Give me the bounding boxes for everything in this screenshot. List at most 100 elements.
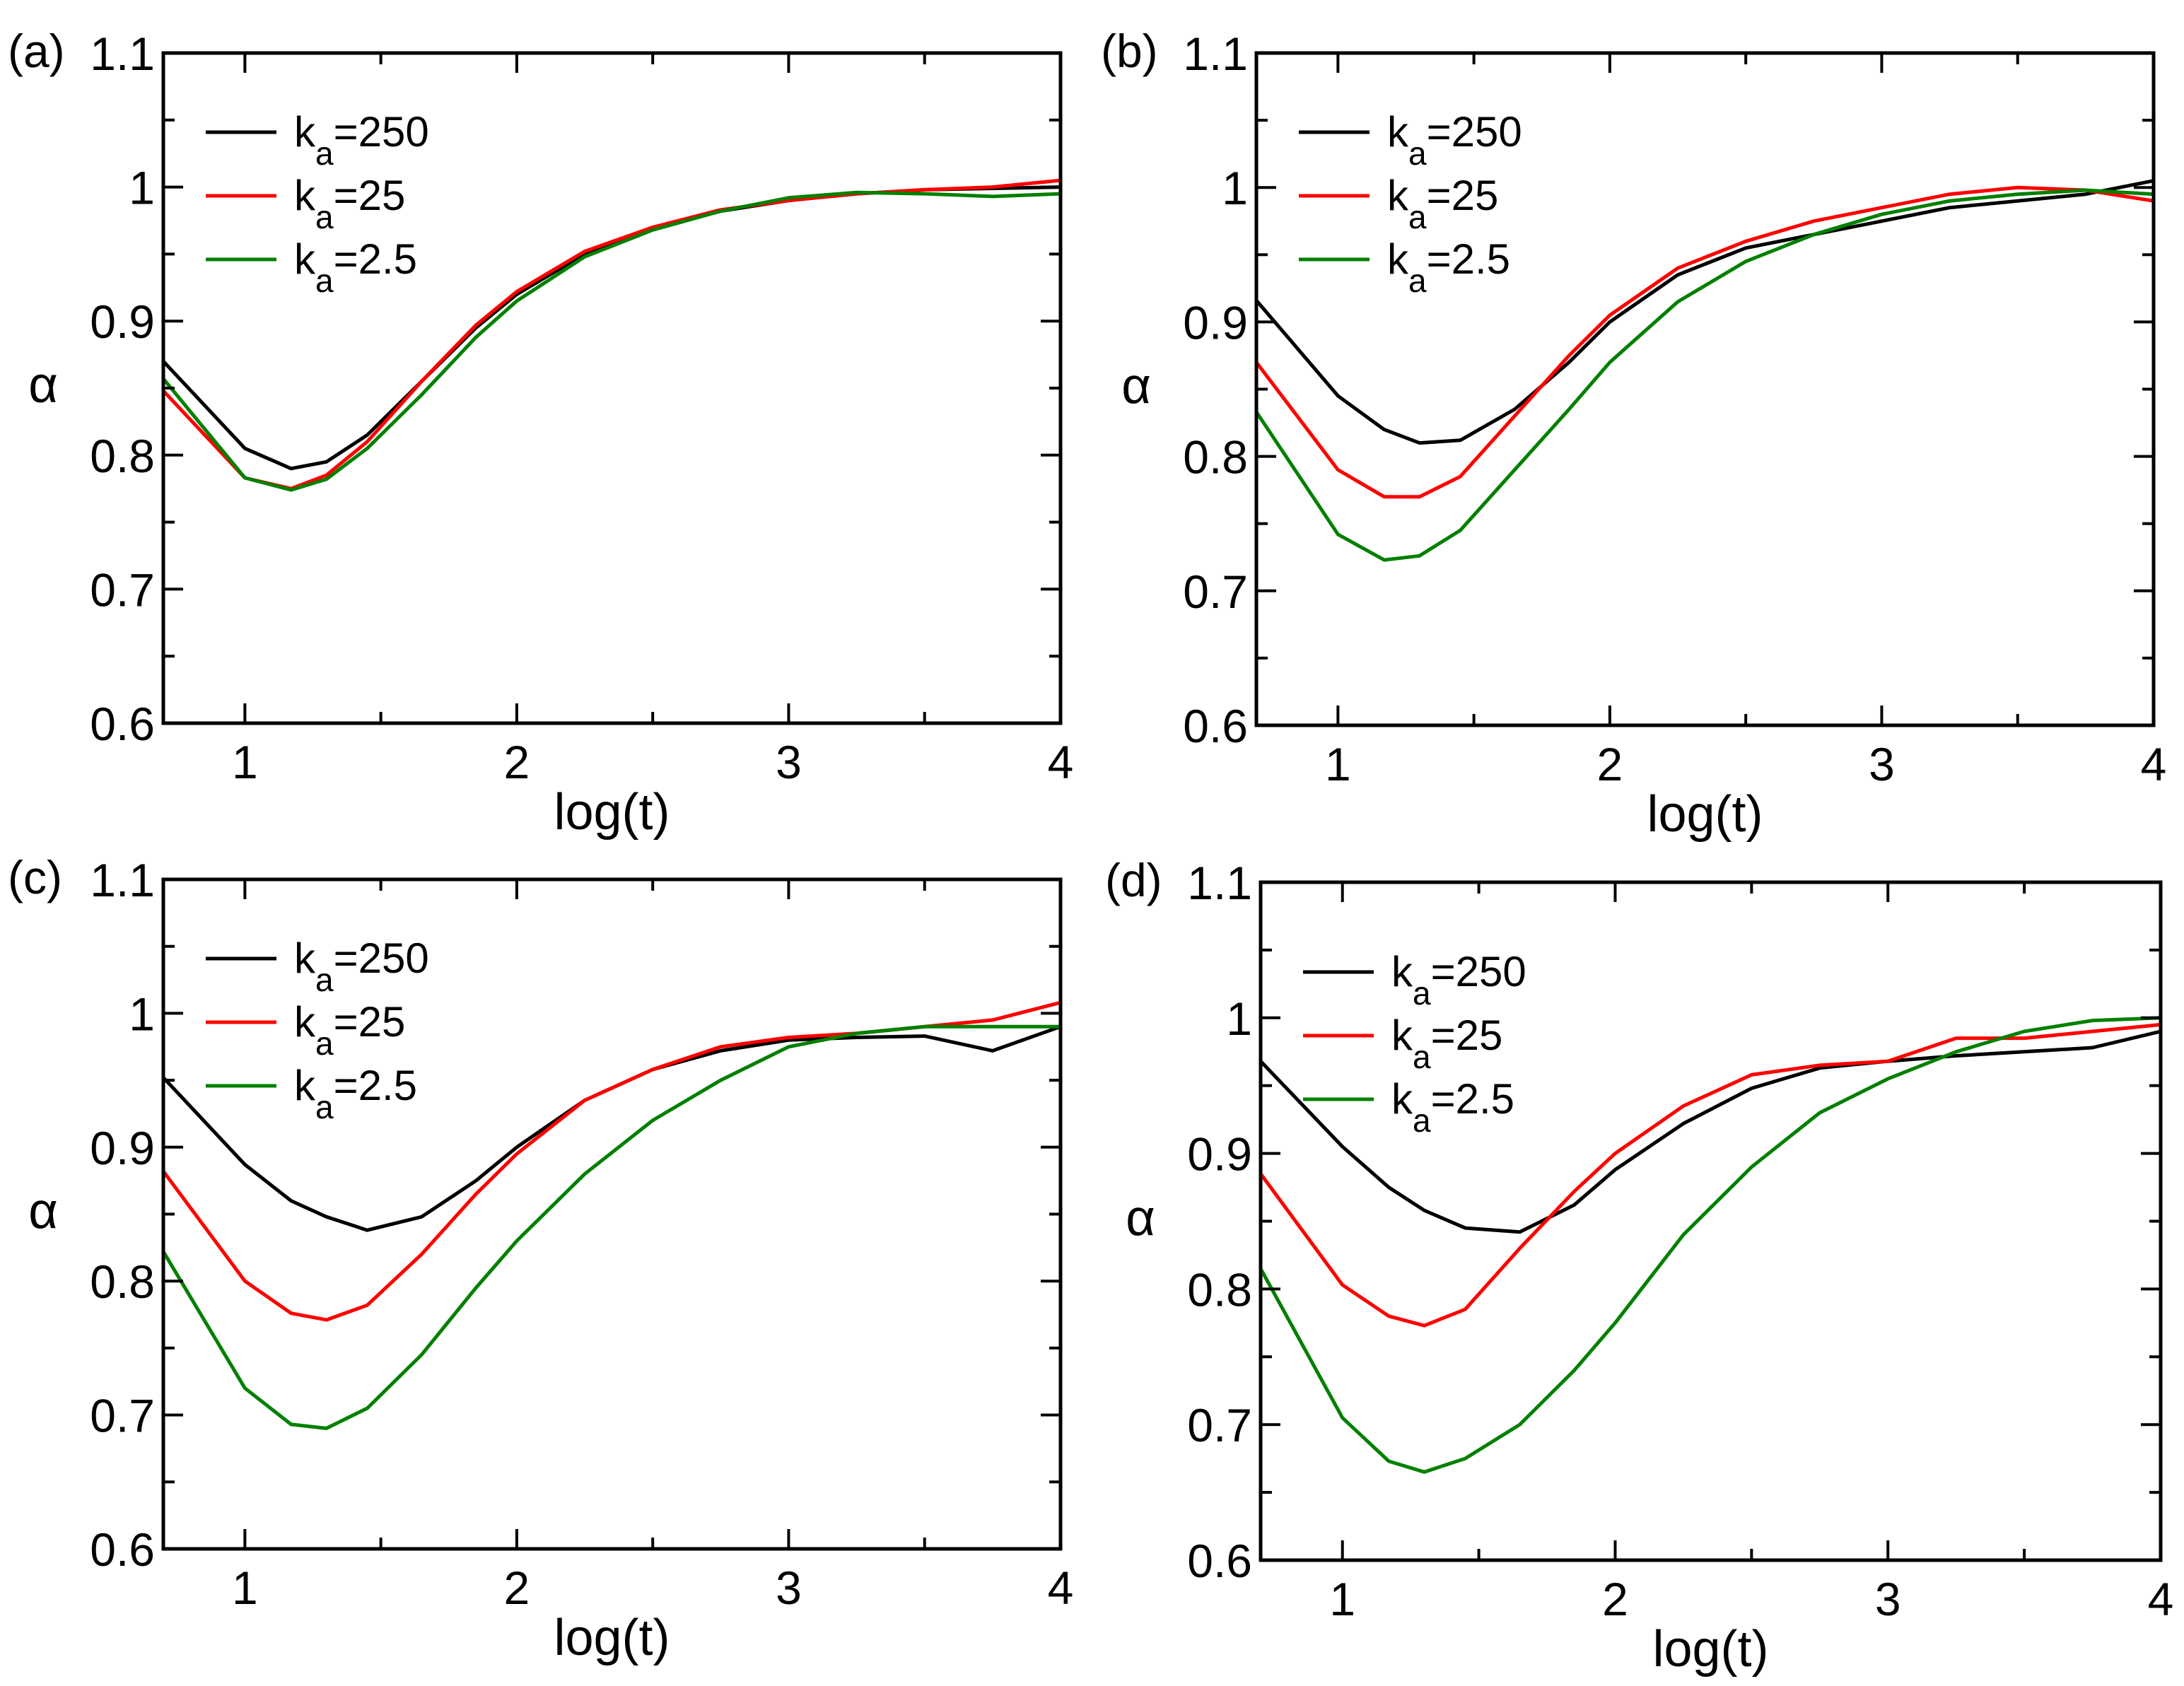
- legend-label-value: =2.5: [334, 1062, 417, 1109]
- legend-label-value: =2.5: [334, 235, 417, 283]
- series-line-250: [1255, 179, 2154, 445]
- y-tick-label: 0.8: [1187, 1263, 1252, 1316]
- y-tick-label: 0.8: [90, 1255, 155, 1308]
- y-tick-label: 0.9: [90, 1122, 155, 1174]
- y-tick-label: 0.8: [1183, 431, 1248, 484]
- legend-label-base: k: [294, 172, 316, 219]
- y-tick-label: 1: [1226, 993, 1252, 1045]
- legend-label-base: k: [1391, 1012, 1413, 1059]
- legend-label-subscript: a: [315, 135, 334, 172]
- legend-label-base: k: [294, 235, 316, 283]
- y-tick-label: 1.1: [90, 28, 155, 80]
- y-axis-label: α: [1126, 1190, 1155, 1247]
- y-tick-label: 1: [1222, 162, 1248, 214]
- x-axis-label: log(t): [1652, 1621, 1768, 1678]
- legend-entry: ka=25: [294, 998, 405, 1062]
- chart-panel-d: 1 2 3 40.60.70.80.911.1log(t)α(d)ka=250ka=2…: [1105, 854, 2173, 1678]
- x-tick-label: 1: [232, 736, 258, 788]
- series-line-25: [161, 1000, 1061, 1322]
- x-tick-label: 4: [1048, 736, 1074, 788]
- legend-label-base: k: [1387, 108, 1409, 156]
- legend-label-value: =250: [1427, 108, 1522, 156]
- x-axis-label: log(t): [554, 784, 670, 841]
- y-tick-label: 1: [129, 988, 155, 1040]
- y-axis-label: α: [28, 357, 58, 414]
- x-tick-label: 4: [2148, 1573, 2174, 1625]
- y-tick-label: 1.1: [1183, 28, 1248, 80]
- y-tick-label: 1.1: [90, 854, 155, 906]
- legend-label-subscript: a: [1413, 975, 1431, 1012]
- x-tick-label: 1: [1325, 738, 1351, 790]
- legend-label-base: k: [294, 108, 316, 156]
- legend-label-base: k: [1387, 172, 1409, 219]
- legend-label-subscript: a: [315, 199, 334, 235]
- series-line-250: [162, 185, 1061, 471]
- series-line-2_5: [162, 190, 1061, 492]
- x-tick-label: 2: [504, 1562, 530, 1614]
- legend-label-value: =25: [1431, 1012, 1503, 1059]
- chart-panel-a: 1 2 3 40.60.70.80.911.1log(t)α(a)ka=250ka=2…: [8, 25, 1073, 841]
- legend-entry: ka=2.5: [294, 1062, 417, 1125]
- y-tick-label: 0.6: [90, 1523, 155, 1576]
- y-tick-label: 0.6: [90, 698, 155, 750]
- legend-label-value: =25: [1427, 172, 1499, 219]
- x-tick-label: 4: [2141, 738, 2167, 790]
- legend-entry: ka=2.5: [1387, 235, 1510, 299]
- legend-label-base: k: [294, 1062, 316, 1109]
- legend-label-value: =2.5: [1431, 1075, 1514, 1123]
- legend-entry: ka=250: [1391, 948, 1526, 1012]
- series-line-2_5: [1259, 1016, 2161, 1474]
- legend-entry: ka=2.5: [1391, 1075, 1514, 1139]
- x-tick-label: 1: [1329, 1573, 1355, 1625]
- legend-label-value: =250: [334, 935, 429, 982]
- x-tick-label: 2: [1602, 1573, 1628, 1625]
- y-tick-label: 0.7: [90, 1390, 155, 1442]
- y-tick-label: 0.9: [90, 295, 155, 348]
- legend-label-subscript: a: [1413, 1102, 1431, 1139]
- y-axis-label: α: [1121, 358, 1151, 415]
- x-tick-label: 3: [776, 736, 802, 788]
- y-tick-label: 0.8: [90, 430, 155, 482]
- legend-label-subscript: a: [1408, 262, 1427, 299]
- legend-entry: ka=25: [294, 172, 405, 235]
- legend-label-base: k: [294, 998, 316, 1046]
- x-tick-label: 1: [232, 1562, 258, 1614]
- x-tick-label: 2: [1597, 738, 1623, 790]
- panel-label: (b): [1101, 25, 1158, 77]
- panel-label: (d): [1105, 854, 1162, 906]
- y-tick-label: 0.7: [90, 563, 155, 616]
- legend-label-value: =25: [334, 998, 406, 1046]
- y-axis-label: α: [28, 1183, 58, 1240]
- legend-label-subscript: a: [315, 961, 334, 998]
- y-tick-label: 0.6: [1183, 700, 1248, 752]
- legend-entry: ka=250: [294, 935, 429, 998]
- series-line-25: [162, 178, 1061, 491]
- chart-panel-c: 1 2 3 40.60.70.80.911.1log(t)α(c)ka=250ka=2…: [8, 851, 1073, 1666]
- legend-label-base: k: [1387, 235, 1409, 283]
- chart-panel-b: 1 2 3 40.60.70.80.911.1log(t)α(b)ka=250ka=2…: [1101, 25, 2166, 843]
- y-tick-label: 0.7: [1183, 566, 1248, 618]
- x-axis-label: log(t): [554, 1610, 670, 1666]
- legend-label-subscript: a: [315, 262, 334, 299]
- series-line-25: [1255, 185, 2154, 499]
- legend-entry: ka=250: [1387, 108, 1522, 172]
- x-tick-label: 4: [1048, 1562, 1074, 1614]
- legend-label-value: =250: [334, 108, 429, 156]
- series-line-25: [1259, 1022, 2161, 1328]
- y-tick-label: 0.9: [1183, 296, 1248, 349]
- x-tick-label: 2: [504, 736, 530, 788]
- legend-label-value: =2.5: [1427, 235, 1510, 283]
- legend-entry: ka=25: [1391, 1012, 1502, 1075]
- series-line-2_5: [161, 1024, 1061, 1430]
- x-tick-label: 3: [1869, 738, 1895, 790]
- legend-label-subscript: a: [1413, 1038, 1431, 1075]
- legend-label-subscript: a: [1408, 135, 1427, 172]
- series-line-250: [162, 1024, 1061, 1232]
- legend-entry: ka=2.5: [294, 235, 417, 299]
- series-line-250: [1259, 1029, 2161, 1234]
- y-tick-label: 1.1: [1187, 857, 1252, 909]
